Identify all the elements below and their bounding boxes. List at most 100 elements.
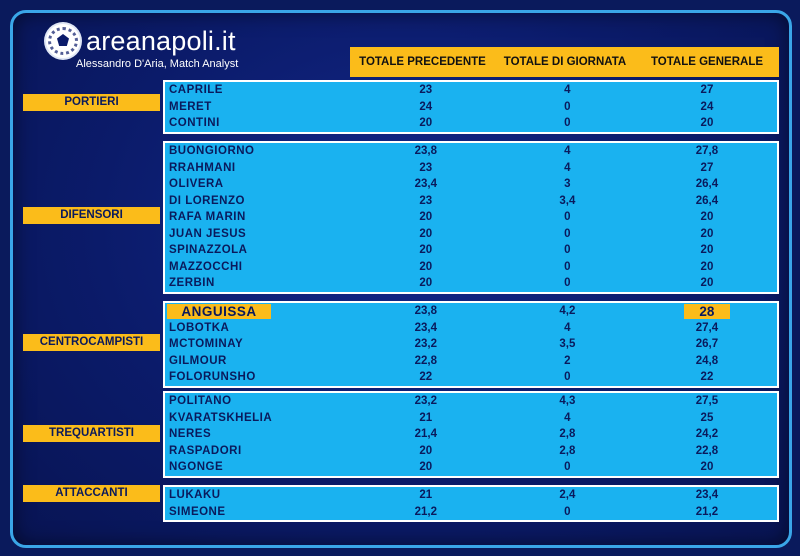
overall-total: 20 [700, 277, 714, 290]
column-header-day: TOTALE DI GIORNATA [503, 56, 627, 68]
table-row: RASPADORI 20 2,8 22,8 [165, 443, 777, 460]
player-name: CAPRILE [169, 84, 223, 97]
player-name: RRAHMANI [169, 161, 236, 174]
role-label-difensori: DIFENSORI [23, 207, 160, 224]
table-row: RAFA MARIN 20 0 20 [165, 209, 777, 226]
player-name: ZERBIN [169, 277, 215, 290]
prev-total: 20 [419, 260, 433, 273]
overall-total: 20 [700, 244, 714, 257]
table-row: ANGUISSA 23,8 4,2 28 [165, 303, 777, 320]
day-total: 0 [564, 227, 571, 240]
day-total: 4,3 [559, 395, 576, 408]
table-row: NGONGE 20 0 20 [165, 459, 777, 476]
day-total: 3,4 [559, 194, 576, 207]
player-name: OLIVERA [169, 178, 224, 191]
player-name-highlight: ANGUISSA [167, 303, 271, 319]
overall-total: 26,4 [695, 194, 719, 207]
overall-total: 22,8 [695, 444, 719, 457]
prev-total: 23,4 [414, 321, 437, 334]
day-total: 0 [564, 260, 571, 273]
player-name: BUONGIORNO [169, 145, 255, 158]
player-name: RASPADORI [169, 444, 242, 457]
player-name: RAFA MARIN [169, 211, 246, 224]
prev-total: 22 [419, 371, 433, 384]
player-name-cell: ANGUISSA [165, 303, 354, 319]
brand-name: areanapoli.it [86, 25, 236, 56]
overall-total-highlight: 28 [683, 303, 730, 319]
author-subtitle: Alessandro D'Aria, Match Analyst [76, 58, 239, 70]
day-total: 4,2 [559, 305, 576, 318]
table-row: SPINAZZOLA 20 0 20 [165, 242, 777, 259]
player-name: LUKAKU [169, 489, 221, 502]
table-row: DI LORENZO 23 3,4 26,4 [165, 193, 777, 210]
player-name: DI LORENZO [169, 194, 245, 207]
table-row: MCTOMINAY 23,2 3,5 26,7 [165, 336, 777, 353]
prev-total: 21 [419, 411, 433, 424]
table-row: BUONGIORNO 23,8 4 27,8 [165, 143, 777, 160]
player-name: MAZZOCCHI [169, 260, 243, 273]
day-total: 3 [564, 178, 571, 191]
player-name: CONTINI [169, 117, 220, 130]
player-name: POLITANO [169, 395, 232, 408]
prev-total: 20 [419, 211, 433, 224]
prev-total: 20 [419, 117, 433, 130]
prev-total: 23 [419, 194, 433, 207]
column-header-total: TOTALE GENERALE [650, 56, 764, 68]
prev-total: 23,4 [414, 178, 437, 191]
day-total: 2,8 [559, 444, 576, 457]
table-row: NERES 21,4 2,8 24,2 [165, 426, 777, 443]
player-name: MERET [169, 100, 212, 113]
table-row: KVARATSKHELIA 21 4 25 [165, 410, 777, 427]
overall-total: 26,7 [695, 338, 719, 351]
overall-total: 27,8 [695, 145, 719, 158]
prev-total: 21 [419, 489, 433, 502]
day-total: 2 [564, 354, 571, 367]
prev-total: 20 [419, 244, 433, 257]
table-row: LUKAKU 21 2,4 23,4 [165, 487, 777, 504]
day-total: 2,4 [559, 489, 576, 502]
overall-total: 20 [700, 211, 714, 224]
role-label-portieri: PORTIERI [23, 94, 160, 111]
table-row: LOBOTKA 23,4 4 27,4 [165, 320, 777, 337]
group-box-trequartisti: POLITANO 23,2 4,3 27,5 KVARATSKHELIA 21 4 25 NER… [163, 391, 779, 478]
day-total: 4 [564, 411, 571, 424]
overall-total: 26,4 [695, 178, 719, 191]
player-name: NERES [169, 428, 212, 441]
overall-total: 27,5 [695, 395, 719, 408]
day-total: 3,5 [559, 338, 576, 351]
overall-total: 20 [700, 227, 714, 240]
overall-total: 24 [700, 100, 714, 113]
player-name: KVARATSKHELIA [169, 411, 273, 424]
role-label-attaccanti: ATTACCANTI [23, 485, 160, 502]
overall-total: 21,2 [695, 505, 719, 518]
prev-total: 23,8 [414, 145, 437, 158]
table-row: ZERBIN 20 0 20 [165, 275, 777, 292]
overall-total-cell: 28 [637, 303, 777, 319]
table-row: JUAN JESUS 20 0 20 [165, 226, 777, 243]
prev-total: 23,8 [414, 305, 437, 318]
player-name: SPINAZZOLA [169, 244, 248, 257]
day-total: 0 [564, 244, 571, 257]
overall-total: 27,4 [695, 321, 719, 334]
table-row: SIMEONE 21,2 0 21,2 [165, 504, 777, 521]
player-name: NGONGE [169, 461, 224, 474]
day-total: 2,8 [559, 428, 576, 441]
overall-total: 23,4 [695, 489, 719, 502]
group-box-centrocampisti: ANGUISSA 23,8 4,2 28 LOBOTKA 23,4 4 27,4 MCTOMIN… [163, 301, 779, 388]
logo: areanapoli.it [46, 24, 236, 58]
column-header-prev: TOTALE PRECEDENTE [359, 56, 486, 68]
day-total: 0 [564, 505, 571, 518]
day-total: 4 [564, 321, 571, 334]
role-label-centrocampisti: CENTROCAMPISTI [23, 334, 160, 351]
day-total: 0 [564, 211, 571, 224]
table-row: MAZZOCCHI 20 0 20 [165, 259, 777, 276]
day-total: 4 [564, 161, 571, 174]
table-row: RRAHMANI 23 4 27 [165, 160, 777, 177]
prev-total: 20 [419, 444, 433, 457]
soccer-ball-icon [46, 24, 80, 58]
player-name: MCTOMINAY [169, 338, 244, 351]
prev-total: 21,4 [414, 428, 437, 441]
day-total: 0 [564, 371, 571, 384]
prev-total: 20 [419, 277, 433, 290]
group-box-difensori: BUONGIORNO 23,8 4 27,8 RRAHMANI 23 4 27 OLIVERA 2… [163, 141, 779, 294]
